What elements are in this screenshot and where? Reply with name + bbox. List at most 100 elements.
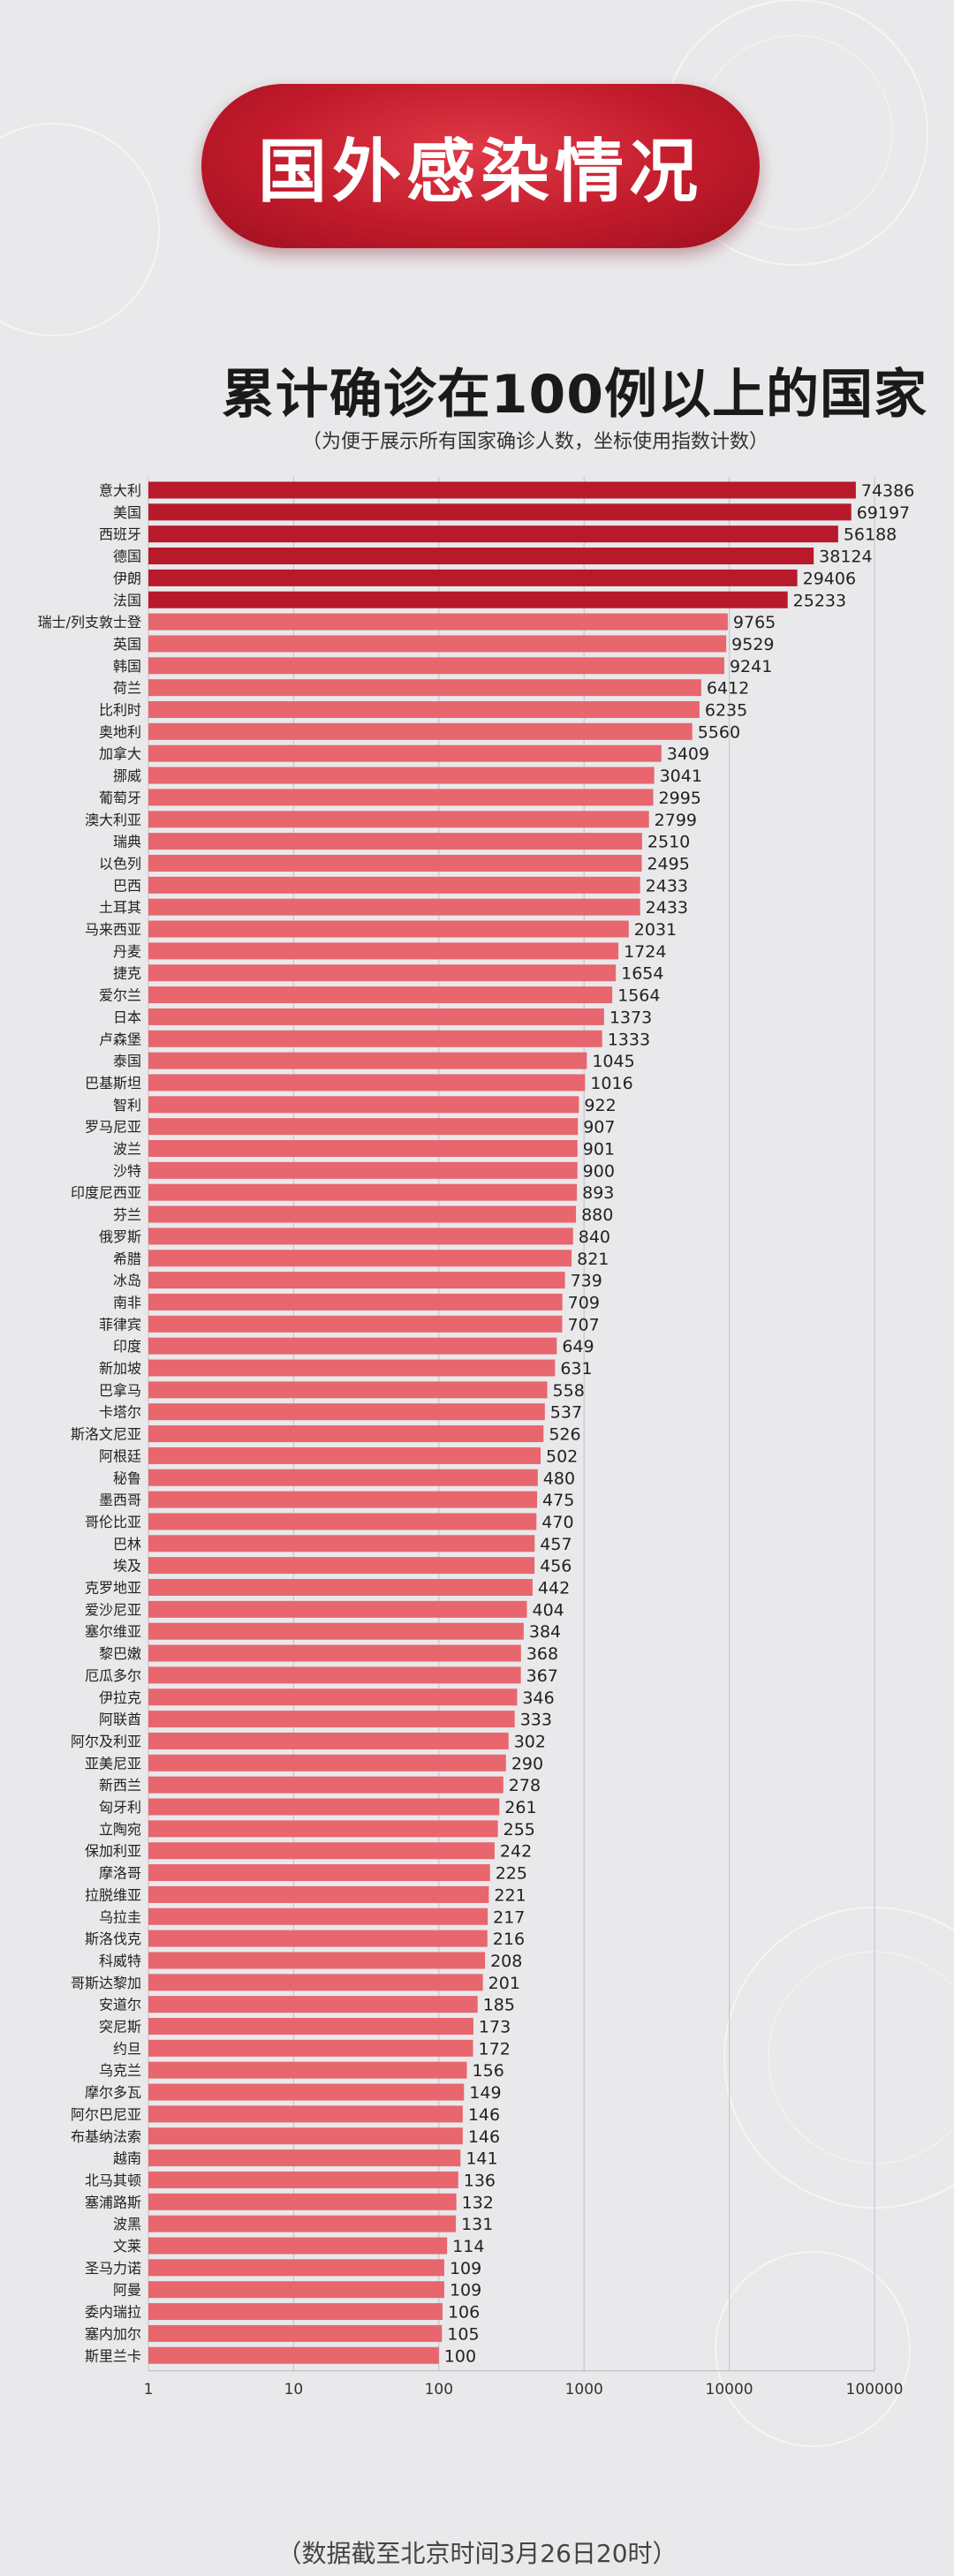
page-title: 国外感染情况: [257, 132, 703, 212]
category-label: 乌克兰: [99, 2062, 141, 2079]
category-label: 西班牙: [99, 526, 141, 543]
category-label: 罗马尼亚: [85, 1119, 141, 1136]
value-label: 907: [583, 1118, 615, 1137]
category-label: 印度: [113, 1338, 141, 1355]
value-label: 3041: [660, 767, 702, 786]
bar-38: [148, 1293, 563, 1311]
value-label: 901: [583, 1140, 615, 1160]
value-label: 261: [504, 1798, 536, 1817]
value-label: 2433: [646, 876, 688, 895]
category-label: 摩洛哥: [99, 1865, 141, 1882]
bar-33: [148, 1183, 578, 1201]
value-label: 5560: [698, 722, 740, 742]
value-label: 109: [450, 2281, 481, 2300]
value-label: 2031: [634, 920, 677, 940]
value-label: 217: [493, 1907, 525, 1927]
bar-79: [148, 2193, 457, 2210]
category-label: 巴林: [113, 1536, 141, 1552]
category-label: 拉脱维亚: [85, 1886, 141, 1903]
bar-69: [148, 1974, 483, 1991]
category-label: 突尼斯: [99, 2019, 141, 2036]
value-label: 1564: [617, 986, 660, 1006]
category-label: 卡塔尔: [99, 1404, 141, 1421]
value-label: 29406: [803, 569, 856, 588]
bar-59: [148, 1754, 506, 1771]
data-date-note: （数据截至北京时间3月26日20时）: [276, 2539, 678, 2568]
category-label: 以色列: [99, 855, 141, 872]
category-label: 阿联酋: [99, 1711, 141, 1728]
bar-86: [148, 2346, 439, 2364]
value-label: 922: [584, 1096, 616, 1115]
bar-2: [148, 503, 852, 521]
bar-76: [148, 2127, 463, 2145]
category-label: 挪威: [113, 767, 141, 784]
bar-83: [148, 2281, 444, 2299]
category-label: 北马其顿: [85, 2172, 141, 2188]
category-label: 保加利亚: [85, 1843, 141, 1860]
bar-15: [148, 789, 654, 806]
bar-11: [148, 701, 700, 718]
category-label: 法国: [113, 592, 141, 608]
value-label: 1045: [592, 1052, 634, 1071]
value-label: 255: [504, 1820, 535, 1839]
category-label: 哥伦比亚: [85, 1514, 141, 1530]
value-label: 2995: [659, 789, 701, 808]
value-label: 442: [538, 1579, 570, 1598]
value-label: 2510: [647, 833, 690, 852]
bar-36: [148, 1250, 572, 1267]
bar-57: [148, 1711, 515, 1728]
bar-48: [148, 1513, 537, 1530]
category-label: 黎巴嫩: [99, 1645, 141, 1662]
value-label: 900: [583, 1161, 615, 1181]
value-label: 470: [541, 1513, 573, 1532]
category-label: 立陶宛: [99, 1821, 141, 1838]
category-label: 爱沙尼亚: [85, 1601, 141, 1618]
category-label: 巴拿马: [99, 1382, 141, 1399]
bar-8: [148, 635, 727, 653]
value-label: 333: [520, 1711, 552, 1730]
value-label: 69197: [857, 503, 910, 523]
value-label: 6235: [705, 701, 747, 721]
value-label: 649: [562, 1337, 594, 1356]
category-label: 捷克: [113, 965, 141, 982]
value-label: 1724: [624, 942, 666, 962]
bar-3: [148, 525, 838, 543]
category-label: 委内瑞拉: [85, 2304, 141, 2321]
category-label: 伊朗: [113, 570, 141, 586]
bar-62: [148, 1820, 498, 1838]
bar-24: [148, 986, 613, 1004]
bar-66: [148, 1907, 488, 1925]
category-label: 阿根廷: [99, 1447, 141, 1464]
value-label: 106: [448, 2303, 480, 2323]
bar-80: [148, 2215, 457, 2232]
category-label: 俄罗斯: [99, 1228, 141, 1245]
bar-7: [148, 613, 728, 631]
bar-14: [148, 767, 655, 784]
x-tick-label: 1: [144, 2381, 154, 2398]
category-label: 葡萄牙: [99, 789, 141, 806]
bar-5: [148, 569, 798, 586]
category-label: 新加坡: [99, 1360, 141, 1377]
bar-64: [148, 1864, 490, 1882]
category-label: 巴西: [113, 877, 141, 894]
bar-37: [148, 1272, 565, 1289]
bar-65: [148, 1885, 489, 1903]
bar-72: [148, 2039, 473, 2057]
category-label: 波黑: [113, 2216, 141, 2232]
value-label: 2433: [646, 898, 688, 918]
value-label: 475: [542, 1491, 574, 1510]
bar-35: [148, 1228, 573, 1245]
category-label: 伊拉克: [99, 1689, 141, 1706]
value-label: 38124: [819, 548, 872, 567]
value-label: 290: [511, 1754, 543, 1773]
value-label: 1016: [590, 1074, 632, 1093]
category-label: 塞浦路斯: [85, 2194, 141, 2210]
bar-10: [148, 679, 701, 697]
category-label: 约旦: [113, 2040, 141, 2057]
value-label: 404: [532, 1600, 564, 1620]
x-tick-label: 10: [284, 2381, 304, 2398]
value-label: 9529: [731, 635, 774, 654]
value-label: 2495: [647, 854, 689, 873]
bar-47: [148, 1491, 538, 1508]
value-label: 456: [540, 1557, 572, 1576]
